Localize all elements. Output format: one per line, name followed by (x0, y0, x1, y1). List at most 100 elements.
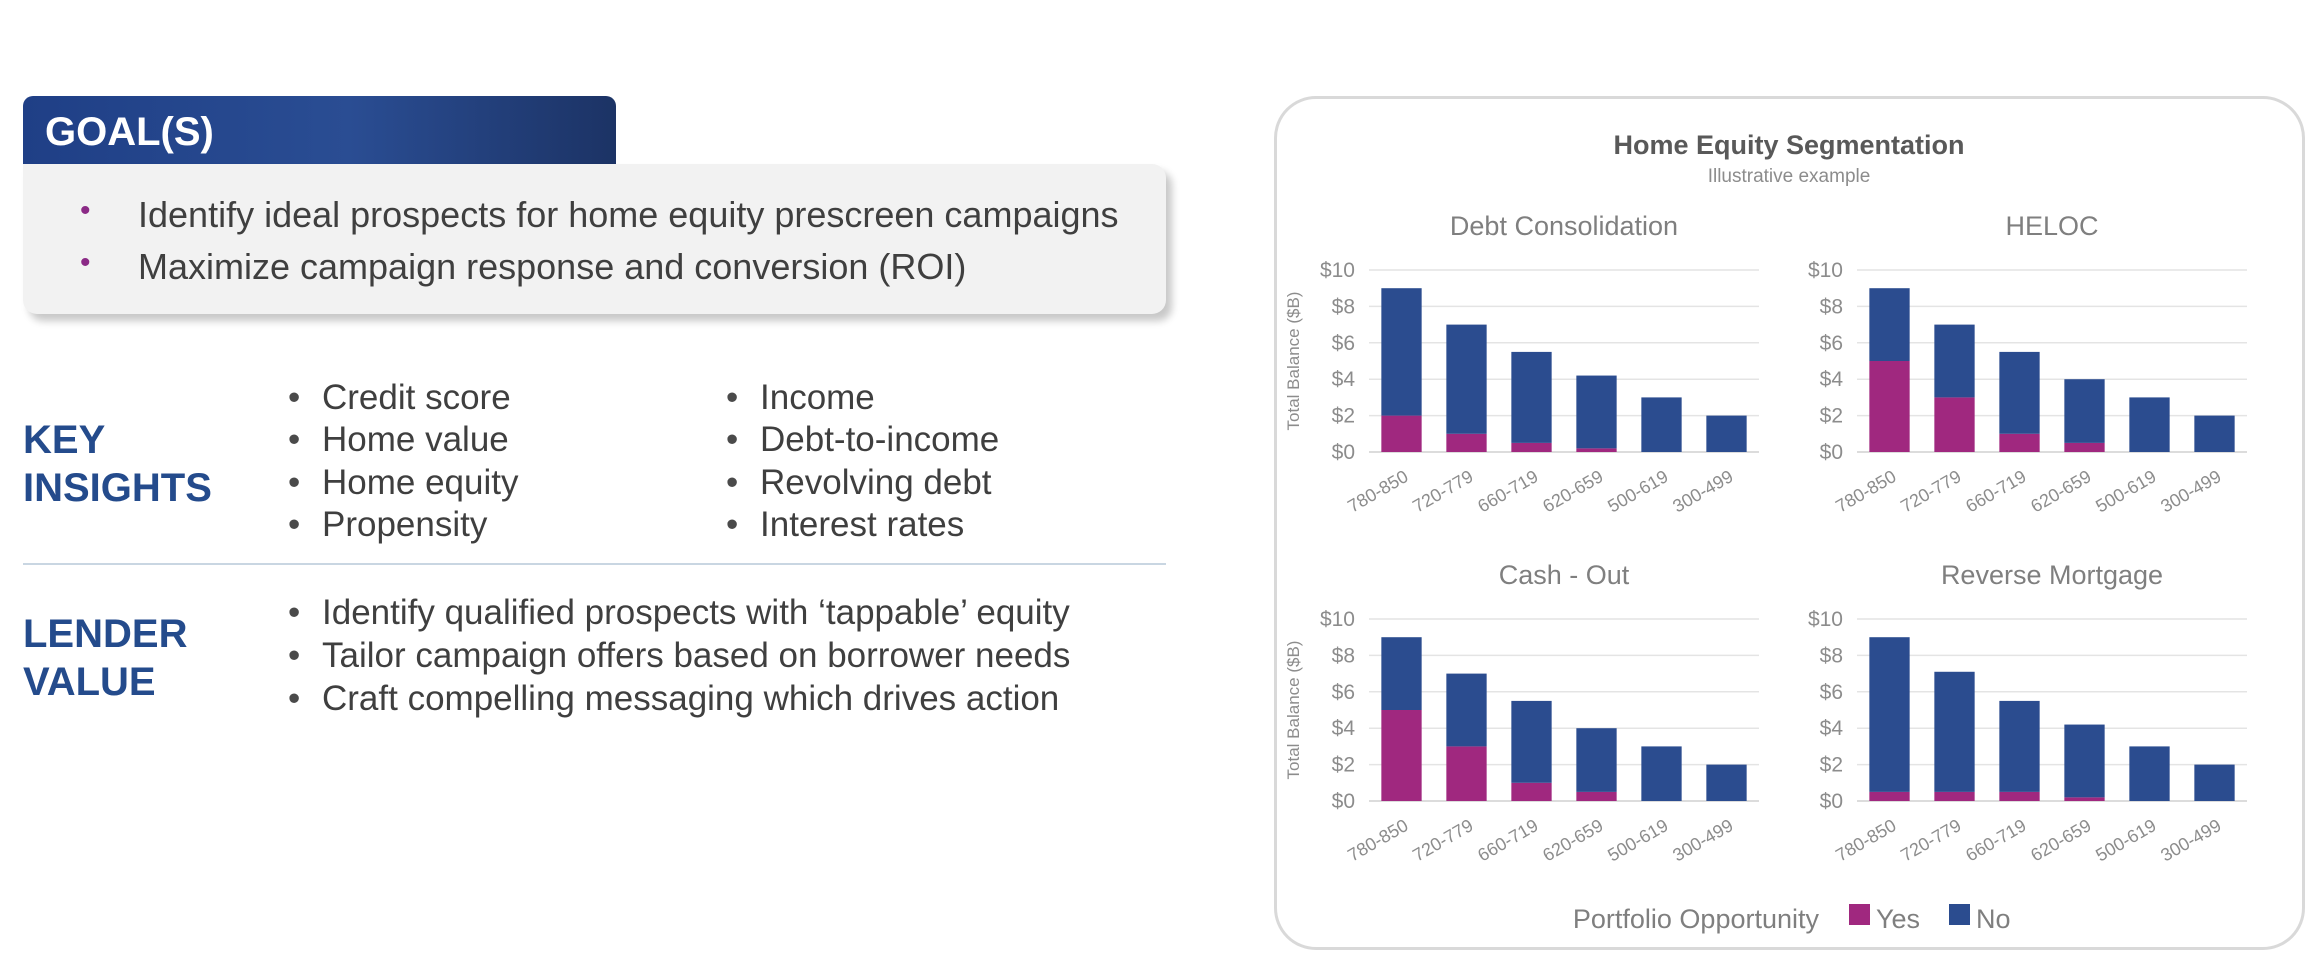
y-tick-label: $0 (1820, 441, 1843, 464)
x-tick-label: 720-779 (1409, 815, 1476, 865)
bar-no-620-659 (1576, 728, 1617, 792)
bar-yes-660-719 (1511, 442, 1552, 452)
goals-header: GOAL(S) (23, 96, 616, 164)
y-tick-label: $10 (1808, 608, 1843, 631)
y-tick-label: $0 (1820, 790, 1843, 813)
x-tick-label: 660-719 (1474, 815, 1541, 865)
bullet-icon: • (288, 420, 301, 459)
bar-no-500-619 (2129, 397, 2170, 452)
bar-yes-660-719 (1999, 791, 2040, 801)
chart-2: Cash - Out $10 $8 $6 $4 $2 $0 Total Balance ($B… (1284, 560, 1759, 865)
bar-no-620-659 (1576, 375, 1617, 449)
bar-yes-780-850 (1869, 791, 1910, 801)
y-tick-label: $10 (1320, 259, 1355, 282)
x-tick-label: 620-659 (1539, 466, 1606, 516)
bullet-icon: • (80, 246, 91, 279)
bar-yes-720-779 (1934, 397, 1975, 452)
x-tick-label: 620-659 (1539, 815, 1606, 865)
bullet-icon: • (288, 636, 301, 675)
x-tick-label: 300-499 (1669, 815, 1736, 865)
y-tick-label: $0 (1332, 441, 1355, 464)
bar-yes-660-719 (1511, 782, 1552, 801)
goals-box: • Identify ideal prospects for home equi… (23, 164, 1166, 314)
bar-yes-620-659 (2064, 442, 2105, 452)
bar-no-660-719 (1511, 351, 1552, 443)
y-tick-label: $10 (1320, 608, 1355, 631)
y-tick-label: $2 (1820, 754, 1843, 777)
y-tick-label: $6 (1332, 681, 1355, 704)
bullet-icon: • (726, 463, 739, 502)
x-tick-label: 660-719 (1962, 815, 2029, 865)
bar-no-780-850 (1381, 288, 1422, 416)
lender-text: Tailor campaign offers based on borrower… (322, 636, 1071, 675)
x-tick-label: 660-719 (1474, 466, 1541, 516)
bar-no-620-659 (2064, 379, 2105, 443)
x-tick-label: 720-779 (1409, 466, 1476, 516)
bar-no-720-779 (1446, 324, 1487, 434)
legend: Portfolio Opportunity Yes No (1573, 904, 2011, 934)
y-tick-label: $8 (1820, 295, 1843, 318)
bar-yes-720-779 (1446, 433, 1487, 452)
x-tick-label: 720-779 (1897, 466, 1964, 516)
bullet-icon: • (288, 505, 301, 544)
legend-title: Portfolio Opportunity (1573, 904, 1820, 934)
x-tick-label: 780-850 (1832, 815, 1899, 865)
legend-no-label: No (1976, 904, 2011, 934)
x-tick-label: 500-619 (2092, 815, 2159, 865)
x-tick-label: 660-719 (1962, 466, 2029, 516)
x-tick-label: 500-619 (1604, 466, 1671, 516)
bar-no-660-719 (1511, 700, 1552, 783)
bar-yes-620-659 (1576, 448, 1617, 452)
lender-value-title-line1: LENDER (23, 612, 188, 656)
y-tick-label: $8 (1332, 295, 1355, 318)
chart-panel (1274, 96, 2305, 950)
insight-text: Credit score (322, 378, 511, 417)
y-tick-label: $4 (1820, 368, 1844, 391)
bar-yes-780-850 (1869, 361, 1910, 452)
y-axis-label: Total Balance ($B) (1284, 641, 1303, 780)
y-tick-label: $10 (1808, 259, 1843, 282)
bullet-icon: • (288, 463, 301, 502)
chart-area: Debt Consolidation $10 $8 $6 $4 $2 $0 Total Bal… (1284, 211, 2247, 865)
x-tick-label: 500-619 (1604, 815, 1671, 865)
y-tick-label: $2 (1820, 405, 1843, 428)
lender-value-title-line2: VALUE (23, 660, 156, 704)
insight-text: Propensity (322, 505, 488, 544)
bar-no-780-850 (1381, 637, 1422, 710)
y-tick-label: $4 (1820, 717, 1844, 740)
bar-no-780-850 (1869, 288, 1910, 361)
y-tick-label: $4 (1332, 717, 1356, 740)
bar-no-300-499 (1706, 764, 1747, 801)
chart-title: Cash - Out (1499, 560, 1630, 590)
x-tick-label: 780-850 (1832, 466, 1899, 516)
insight-text: Revolving debt (760, 463, 992, 502)
y-axis-label: Total Balance ($B) (1284, 292, 1303, 431)
chart-title: Debt Consolidation (1450, 211, 1678, 241)
bar-no-780-850 (1869, 637, 1910, 792)
bar-yes-620-659 (2064, 797, 2105, 801)
chart-title: HELOC (2005, 211, 2098, 241)
lender-text: Identify qualified prospects with ‘tappa… (322, 593, 1070, 632)
bullet-icon: • (80, 194, 91, 227)
chart-1: HELOC $10 $8 $6 $4 $2 $0780-850720-779660-7196… (1808, 211, 2247, 516)
bullet-icon: • (288, 378, 301, 417)
chart-title: Reverse Mortgage (1941, 560, 2163, 590)
bullet-icon: • (726, 420, 739, 459)
bar-yes-720-779 (1446, 746, 1487, 801)
chart-0: Debt Consolidation $10 $8 $6 $4 $2 $0 Total Bal… (1284, 211, 1759, 516)
insight-text: Interest rates (760, 505, 965, 544)
insight-text: Debt-to-income (760, 420, 1000, 459)
bar-no-620-659 (2064, 724, 2105, 798)
bar-no-300-499 (1706, 415, 1747, 452)
x-tick-label: 720-779 (1897, 815, 1964, 865)
insight-text: Income (760, 378, 875, 417)
x-tick-label: 300-499 (1669, 466, 1736, 516)
y-tick-label: $8 (1332, 644, 1355, 667)
section-divider (23, 563, 1166, 565)
y-tick-label: $4 (1332, 368, 1356, 391)
bar-yes-780-850 (1381, 710, 1422, 801)
x-tick-label: 500-619 (2092, 466, 2159, 516)
x-tick-label: 300-499 (2157, 815, 2224, 865)
y-tick-label: $2 (1332, 405, 1355, 428)
bar-no-300-499 (2194, 764, 2235, 801)
